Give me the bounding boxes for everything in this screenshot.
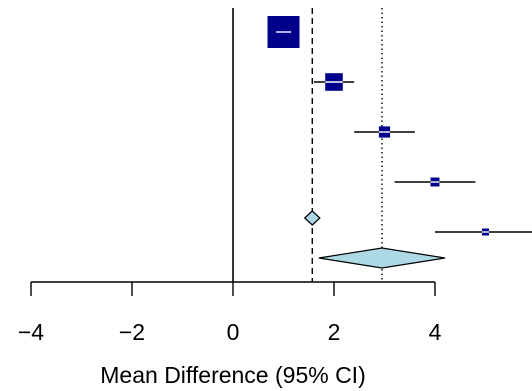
summary-diamond-2: [318, 247, 446, 269]
summary-diamond-1: [303, 210, 321, 226]
summary-diamonds: [303, 210, 446, 269]
x-tick-label-3: 0: [227, 319, 240, 345]
x-tick-label-2: −2: [119, 319, 145, 345]
study-row-3: [354, 126, 415, 138]
x-tick-label-4: 2: [328, 319, 341, 345]
x-tick-label-1: −4: [18, 319, 44, 345]
x-tick-label-5: 4: [429, 319, 442, 345]
x-axis: −4 −2 0 2 4: [18, 281, 442, 345]
study-rows: [267, 16, 532, 236]
study-row-2: [313, 73, 355, 91]
study-row-5: [435, 228, 532, 236]
study-row-4: [394, 177, 476, 187]
study-row-1: [267, 16, 300, 48]
reference-lines: [232, 8, 383, 282]
x-axis-title: Mean Difference (95% CI): [100, 362, 365, 388]
